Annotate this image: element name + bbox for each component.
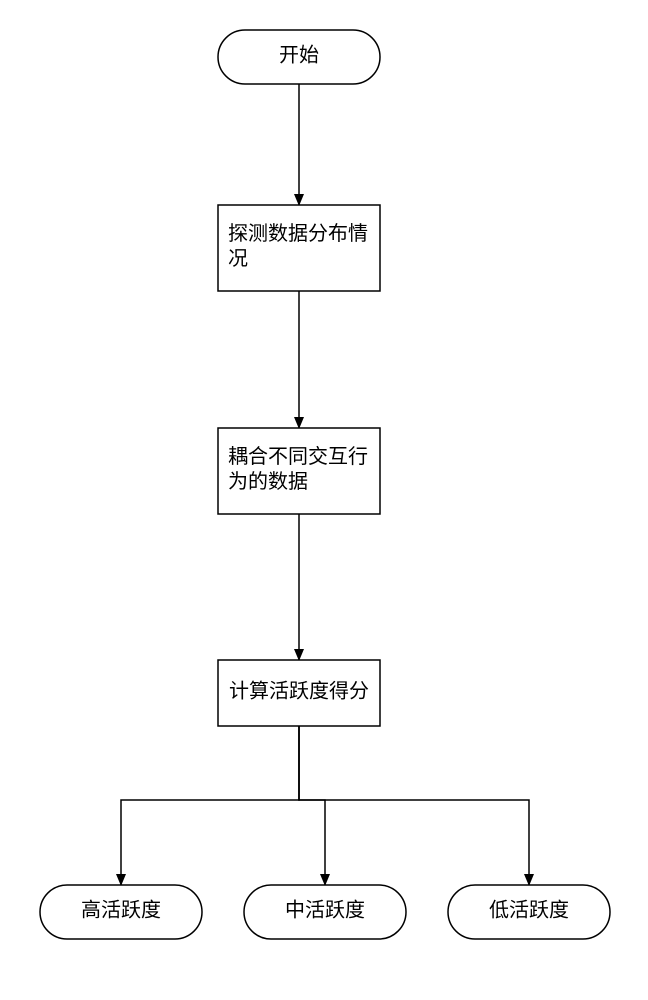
edge-score-to-mid	[299, 726, 325, 885]
node-mid: 中活跃度	[244, 885, 406, 939]
node-high: 高活跃度	[40, 885, 202, 939]
node-probe: 探测数据分布情况	[218, 205, 380, 291]
node-start-label: 开始	[279, 44, 319, 67]
edge-score-to-high	[121, 726, 299, 885]
edge-score-to-low	[299, 726, 529, 885]
node-low: 低活跃度	[448, 885, 610, 939]
node-high-label: 高活跃度	[81, 899, 161, 922]
node-score: 计算活跃度得分	[218, 660, 380, 726]
node-start: 开始	[218, 30, 380, 84]
node-score-label: 计算活跃度得分	[229, 680, 369, 703]
flowchart-canvas: 开始探测数据分布情况耦合不同交互行为的数据计算活跃度得分高活跃度 中活跃度 低活跃度	[0, 0, 648, 1000]
node-mid-label: 中活跃度	[285, 899, 365, 922]
node-low-label: 低活跃度	[489, 899, 569, 922]
node-couple: 耦合不同交互行为的数据	[218, 428, 380, 514]
